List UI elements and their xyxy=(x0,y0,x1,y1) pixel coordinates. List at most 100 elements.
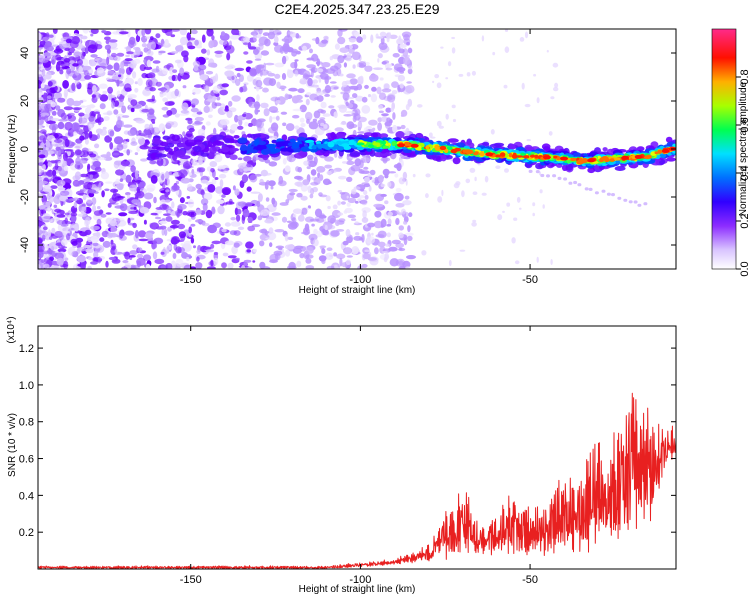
noise-blob xyxy=(102,90,107,95)
snr-panel: -150 -100 -50 0.2 0.4 0.6 0.8 1.0 1.2 Height of… xyxy=(6,316,677,595)
noise-blob xyxy=(218,173,227,179)
noise-blob xyxy=(147,72,156,79)
noise-blob xyxy=(199,74,208,81)
noise-blob xyxy=(130,207,135,210)
noise-blob xyxy=(100,213,107,218)
noise-blob xyxy=(346,255,353,258)
noise-blob xyxy=(65,38,72,44)
noise-blob xyxy=(318,192,323,197)
ridge-blob xyxy=(237,137,248,144)
noise-blob xyxy=(104,36,111,41)
noise-blob xyxy=(112,245,116,249)
noise-blob xyxy=(196,188,205,195)
noise-blob xyxy=(312,238,319,247)
noise-blob xyxy=(465,178,471,184)
noise-blob xyxy=(89,174,94,179)
noise-blob xyxy=(111,258,121,264)
noise-blob xyxy=(134,81,139,85)
noise-blob xyxy=(198,167,206,173)
noise-blob xyxy=(111,101,115,109)
noise-blob xyxy=(103,156,113,161)
noise-blob xyxy=(357,198,362,202)
noise-blob xyxy=(186,254,191,257)
ridge-blob xyxy=(257,140,267,146)
noise-blob xyxy=(83,181,93,190)
noise-blob xyxy=(381,251,388,253)
noise-blob xyxy=(259,261,266,269)
noise-blob xyxy=(98,83,108,89)
ridge-blob xyxy=(516,155,524,158)
noise-blob xyxy=(160,251,165,255)
noise-blob xyxy=(91,94,97,98)
noise-blob xyxy=(110,239,114,245)
noise-blob xyxy=(88,123,93,132)
noise-blob xyxy=(166,91,174,100)
noise-blob xyxy=(167,226,172,232)
noise-blob xyxy=(86,151,94,156)
noise-blob xyxy=(380,157,391,162)
noise-blob xyxy=(245,241,254,249)
noise-blob xyxy=(62,230,71,234)
noise-blob xyxy=(150,41,157,50)
noise-blob xyxy=(375,193,385,202)
noise-blob xyxy=(92,257,99,263)
noise-blob xyxy=(310,84,320,88)
noise-blob xyxy=(142,129,153,138)
noise-blob xyxy=(400,124,406,130)
noise-blob xyxy=(220,103,226,110)
noise-blob xyxy=(243,155,252,162)
noise-blob xyxy=(123,61,131,65)
noise-blob xyxy=(265,237,273,240)
y-tick-label: 40 xyxy=(19,47,31,59)
ridge-blob xyxy=(599,158,604,163)
noise-blob xyxy=(253,33,257,42)
noise-blob xyxy=(274,229,285,233)
noise-blob xyxy=(167,178,171,187)
noise-blob xyxy=(193,84,204,88)
noise-blob xyxy=(98,209,104,215)
noise-blob xyxy=(76,200,80,204)
noise-blob xyxy=(161,106,169,111)
ridge-blob xyxy=(184,146,190,151)
noise-blob xyxy=(158,50,166,54)
noise-blob xyxy=(296,192,303,198)
noise-blob xyxy=(360,170,370,175)
noise-blob xyxy=(180,177,191,184)
noise-blob xyxy=(237,226,245,230)
noise-blob xyxy=(268,78,277,87)
noise-blob xyxy=(384,200,389,205)
noise-blob xyxy=(208,62,217,68)
noise-blob xyxy=(285,249,291,257)
noise-blob xyxy=(187,218,192,222)
noise-blob xyxy=(142,88,152,97)
y-tick-label: 0.8 xyxy=(19,417,34,429)
noise-blob xyxy=(246,186,252,192)
noise-blob xyxy=(297,214,305,222)
noise-blob xyxy=(177,203,187,210)
noise-blob xyxy=(285,123,295,132)
noise-blob xyxy=(219,89,228,96)
noise-blob xyxy=(80,160,88,164)
noise-blob xyxy=(263,108,270,117)
noise-blob xyxy=(84,47,89,54)
ridge-peak xyxy=(543,155,551,160)
noise-blob xyxy=(403,56,411,65)
noise-blob xyxy=(242,113,247,118)
noise-blob xyxy=(536,97,540,104)
noise-blob xyxy=(350,164,361,172)
noise-blob xyxy=(201,34,206,43)
ridge-blob xyxy=(534,154,539,159)
noise-blob xyxy=(104,188,110,192)
noise-blob xyxy=(122,260,129,264)
noise-blob xyxy=(232,185,236,191)
noise-blob xyxy=(332,204,338,210)
noise-blob xyxy=(363,176,370,183)
noise-blob xyxy=(255,119,262,127)
noise-blob xyxy=(54,252,64,260)
noise-blob xyxy=(41,213,51,221)
noise-blob xyxy=(362,210,367,219)
noise-blob xyxy=(209,161,218,168)
noise-blob xyxy=(315,36,320,45)
noise-blob xyxy=(262,172,272,176)
ridge-blob xyxy=(447,138,459,143)
